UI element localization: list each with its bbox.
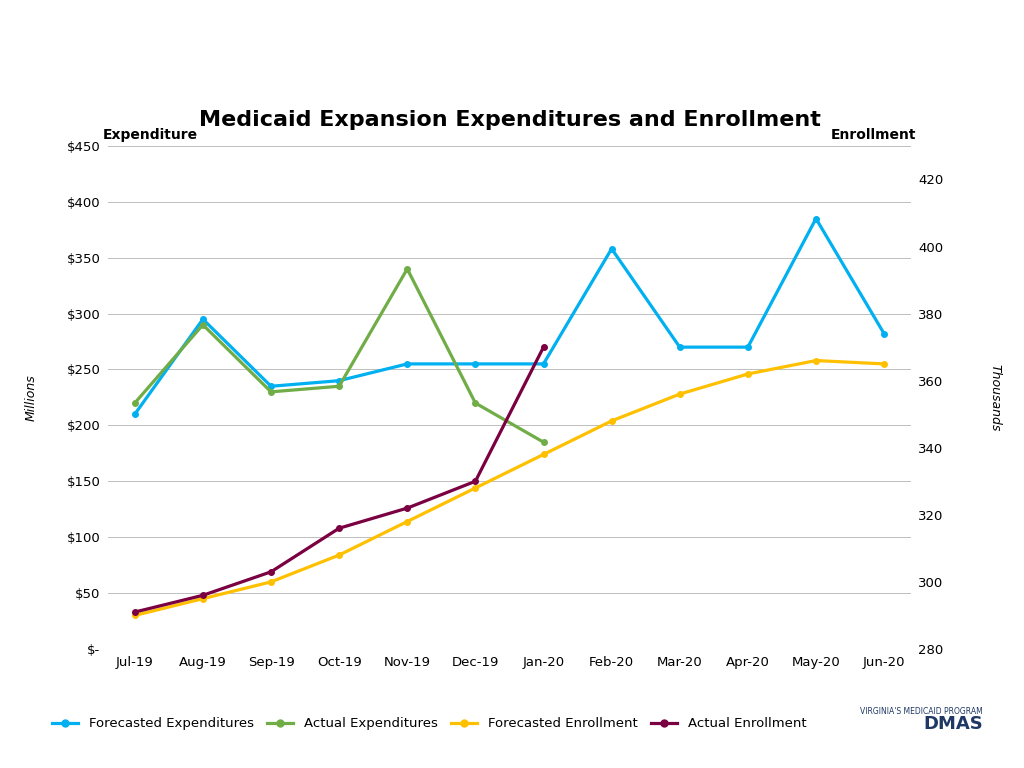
Title: Medicaid Expansion Expenditures and Enrollment: Medicaid Expansion Expenditures and Enro…	[199, 111, 820, 131]
Text: Enrollment: Enrollment	[831, 128, 916, 142]
Text: DMAS: DMAS	[924, 716, 983, 733]
Text: Millions: Millions	[25, 374, 37, 421]
Legend: Forecasted Expenditures, Actual Expenditures, Forecasted Enrollment, Actual Enro: Forecasted Expenditures, Actual Expendit…	[46, 712, 812, 736]
Text: DMAS Forecast vs. Actuals – State Fiscal Year 2020: DMAS Forecast vs. Actuals – State Fiscal…	[0, 28, 1024, 63]
Text: VIRGINIA'S MEDICAID PROGRAM: VIRGINIA'S MEDICAID PROGRAM	[860, 707, 983, 716]
Text: Thousands: Thousands	[989, 364, 1001, 431]
Text: Expenditure: Expenditure	[102, 128, 198, 142]
